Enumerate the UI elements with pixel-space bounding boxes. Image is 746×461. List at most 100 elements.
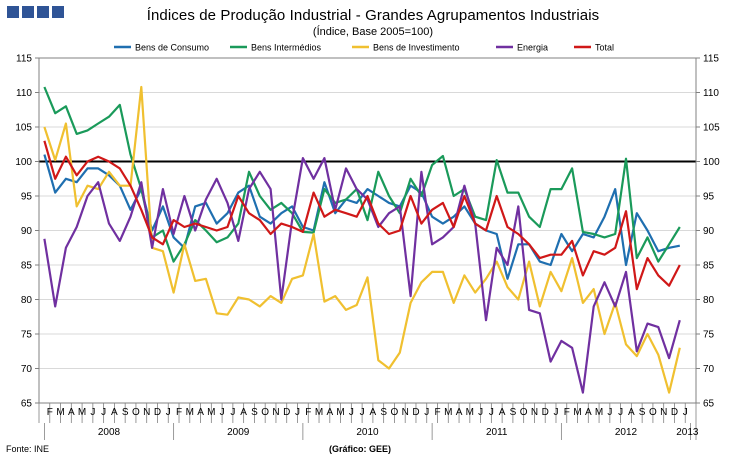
x-tick-label-month: J (220, 407, 225, 418)
x-tick-label-month: A (197, 407, 204, 418)
x-tick-label-month: O (391, 407, 399, 418)
y-tick-label: 70 (703, 364, 715, 375)
y-tick-label: 85 (21, 261, 33, 272)
x-year-label: 2012 (615, 427, 638, 438)
y-tick-label: 100 (703, 157, 720, 168)
x-tick-label-month: M (56, 407, 64, 418)
x-year-label: 2011 (486, 427, 508, 438)
y-tick-label: 110 (16, 88, 32, 99)
x-tick-label-month: M (207, 407, 215, 418)
x-tick-label-month: D (671, 407, 678, 418)
series-line (43, 157, 681, 394)
x-tick-label-month: N (660, 407, 667, 418)
y-tick-label: 115 (16, 54, 32, 65)
y-tick-label: 80 (21, 295, 33, 306)
y-tick-label: 65 (21, 399, 33, 410)
y-tick-label: 100 (15, 157, 32, 168)
x-tick-label-month: S (251, 407, 258, 418)
x-tick-label-month: M (595, 407, 603, 418)
x-tick-label-month: J (683, 407, 688, 418)
y-tick-label: 75 (703, 330, 715, 341)
x-tick-label-month: J (618, 407, 623, 418)
x-tick-label-month: A (628, 407, 635, 418)
y-tick-label: 110 (703, 88, 719, 99)
x-tick-label-month: J (360, 407, 365, 418)
y-tick-label: 90 (703, 226, 715, 237)
x-tick-label-month: A (585, 407, 592, 418)
chart-title: Índices de Produção Industrial - Grandes… (146, 7, 600, 24)
x-tick-label-month: O (132, 407, 140, 418)
x-tick-label-month: D (154, 407, 161, 418)
source-note: Fonte: INE (6, 444, 50, 454)
x-tick-label-month: N (531, 407, 538, 418)
series-line (43, 154, 681, 280)
chart-credit: (Gráfico: GEE) (329, 444, 392, 454)
x-tick-label-month: S (639, 407, 646, 418)
x-tick-label-month: J (166, 407, 171, 418)
x-tick-label-month: N (272, 407, 279, 418)
y-tick-label: 70 (21, 364, 33, 375)
x-tick-label-month: M (573, 407, 581, 418)
x-tick-label-month: J (295, 407, 300, 418)
y-tick-label: 80 (703, 295, 715, 306)
x-tick-label-month: D (412, 407, 419, 418)
legend-label: Energia (517, 43, 548, 53)
y-tick-label: 65 (703, 399, 715, 410)
x-year-label: 2013 (676, 427, 699, 438)
x-year-label: 2009 (227, 427, 250, 438)
x-tick-label-month: J (424, 407, 429, 418)
legend-label: Bens de Investimento (373, 43, 460, 53)
legend: Bens de Consumo Bens Intermédios Bens de I… (114, 43, 614, 53)
x-tick-label-month: S (510, 407, 517, 418)
x-tick-label-month: A (111, 407, 118, 418)
x-tick-label-month: O (261, 407, 269, 418)
x-tick-label-month: M (444, 407, 452, 418)
x-tick-label-month: J (478, 407, 483, 418)
series-lines (43, 85, 681, 394)
x-tick-label-month: D (283, 407, 290, 418)
x-tick-label-month: A (240, 407, 247, 418)
legend-label: Bens Intermédios (251, 43, 322, 53)
y-axis-left: 65 70 75 80 85 90 95 100 105 110 115 (15, 54, 39, 410)
x-tick-label-month: F (47, 407, 53, 418)
x-year-label: 2010 (356, 427, 379, 438)
y-tick-label: 105 (15, 123, 32, 134)
series-line (43, 140, 681, 291)
y-tick-label: 85 (703, 261, 715, 272)
x-tick-label-month: A (68, 407, 75, 418)
x-tick-label-month: M (336, 407, 344, 418)
x-tick-label-month: S (380, 407, 387, 418)
x-tick-label-month: J (553, 407, 558, 418)
y-tick-label: 75 (21, 330, 33, 341)
x-tick-label-month: O (520, 407, 528, 418)
y-tick-label: 90 (21, 226, 33, 237)
x-tick-label-month: J (90, 407, 95, 418)
x-tick-label-month: N (143, 407, 150, 418)
x-tick-label-month: A (499, 407, 506, 418)
ine-logo (7, 6, 64, 18)
x-tick-label-month: J (230, 407, 235, 418)
x-tick-label-month: J (101, 407, 106, 418)
y-tick-label: 115 (703, 54, 719, 65)
x-tick-label-month: A (456, 407, 463, 418)
x-tick-label-month: M (466, 407, 474, 418)
x-tick-label-month: J (607, 407, 612, 418)
x-tick-label-month: J (489, 407, 494, 418)
y-axis-right: 65 70 75 80 85 90 95 100 105 110 115 (696, 54, 720, 410)
legend-label: Bens de Consumo (135, 43, 209, 53)
x-tick-label-month: N (402, 407, 409, 418)
x-tick-label-month: D (542, 407, 549, 418)
x-year-label: 2008 (98, 427, 121, 438)
x-tick-label-month: M (315, 407, 323, 418)
x-tick-label-month: F (305, 407, 311, 418)
x-tick-label-month: F (434, 407, 440, 418)
x-tick-label-month: A (370, 407, 377, 418)
series-line (43, 85, 681, 394)
x-tick-label-month: J (349, 407, 354, 418)
x-tick-label-month: A (326, 407, 333, 418)
x-tick-label-month: S (122, 407, 129, 418)
y-tick-label: 95 (703, 192, 715, 203)
x-tick-label-month: O (649, 407, 657, 418)
